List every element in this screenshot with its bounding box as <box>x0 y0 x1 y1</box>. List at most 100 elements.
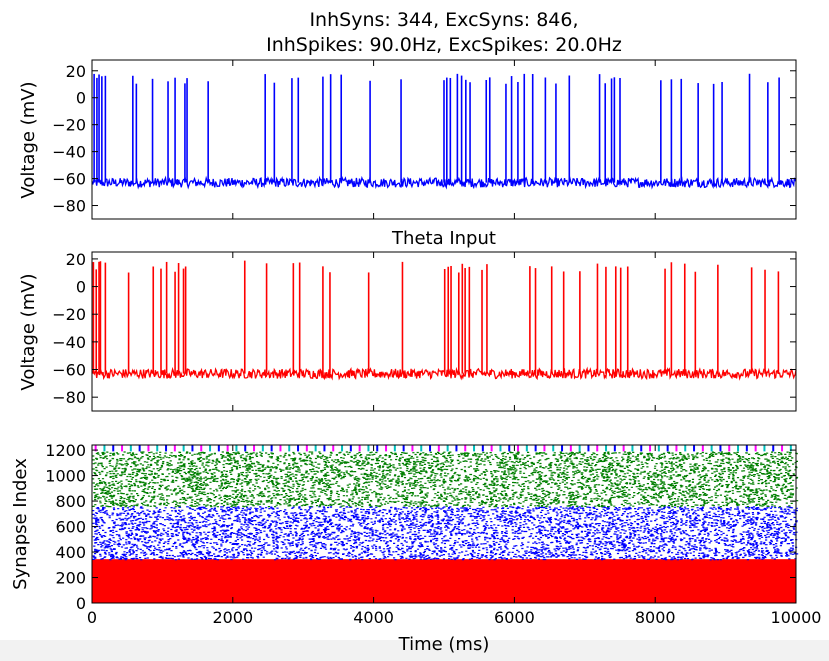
raster-tick <box>121 445 124 452</box>
panel-raster: 0 200 400 600 800 1000 1200 0 2000 4000 6000 8000 10… <box>10 441 821 655</box>
p1-data-layer <box>91 73 797 190</box>
p1-ticks: 20 0 −20 −40 −60 −80 <box>52 60 797 219</box>
raster-tick <box>543 445 546 452</box>
raster-tick <box>437 445 440 452</box>
raster-tick <box>517 445 520 452</box>
raster-tick <box>103 445 106 452</box>
raster-tick <box>349 445 352 452</box>
p3-data-layer <box>92 445 799 603</box>
raster-tick <box>165 445 168 452</box>
raster-tick <box>649 445 652 452</box>
raster-tick <box>578 445 581 452</box>
raster-tick <box>710 445 713 452</box>
raster-tick <box>701 445 704 452</box>
raster-tick <box>209 445 212 452</box>
y-tick-label: 600 <box>55 518 86 537</box>
raster-tick <box>402 445 405 452</box>
y-tick-label: 20 <box>66 250 86 269</box>
x-tick-label: 8000 <box>635 608 676 627</box>
voltage-trace <box>91 175 797 190</box>
p3-axes-frame <box>91 444 797 604</box>
raster-tick <box>596 445 599 452</box>
raster-tick <box>411 445 414 452</box>
raster-tick <box>455 445 458 452</box>
raster-tick <box>534 445 537 452</box>
raster-series-exc <box>92 506 799 561</box>
p2-data-layer <box>91 260 797 381</box>
y-tick-label: −20 <box>52 116 86 135</box>
raster-series-exc <box>92 451 799 508</box>
raster-tick <box>112 445 115 452</box>
raster-tick <box>789 445 792 452</box>
raster-tick <box>525 445 528 452</box>
raster-tick <box>737 445 740 452</box>
raster-tick <box>279 445 282 452</box>
x-tick-label: 2000 <box>212 608 253 627</box>
y-tick-label: −60 <box>52 361 86 380</box>
raster-tick <box>781 445 784 452</box>
panel-red-voltage: Theta Input 20 0 −20 −40 −60 −80 Voltage (mV) <box>18 228 797 412</box>
p1-axes-frame <box>91 59 797 220</box>
raster-tick <box>393 445 396 452</box>
raster-points <box>92 451 799 508</box>
raster-tick <box>640 445 643 452</box>
raster-tick <box>235 445 238 452</box>
y-tick-label: 0 <box>76 278 86 297</box>
raster-tick <box>684 445 687 452</box>
raster-tick <box>772 445 775 452</box>
p3-ticks: 0 200 400 600 800 1000 1200 0 2000 4000 6000 8000 10… <box>45 441 821 627</box>
raster-tick <box>270 445 273 452</box>
raster-tick <box>622 445 625 452</box>
x-tick-label: 0 <box>87 608 97 627</box>
raster-tick <box>376 445 379 452</box>
p2-title: Theta Input <box>391 228 496 249</box>
figure-title-line2: InhSpikes: 90.0Hz, ExcSpikes: 20.0Hz <box>266 34 622 56</box>
y-tick-label: 800 <box>55 492 86 511</box>
raster-tick <box>314 445 317 452</box>
raster-points <box>92 506 799 561</box>
raster-tick <box>420 445 423 452</box>
raster-tick <box>332 445 335 452</box>
x-tick-label: 10000 <box>771 608 822 627</box>
y-tick-label: 200 <box>55 569 86 588</box>
raster-tick <box>323 445 326 452</box>
raster-tick <box>464 445 467 452</box>
p1-ylabel: Voltage (mV) <box>18 81 39 198</box>
y-tick-label: 1200 <box>45 441 86 460</box>
raster-tick <box>613 445 616 452</box>
raster-tick <box>693 445 696 452</box>
y-tick-label: 400 <box>55 543 86 562</box>
y-tick-label: −80 <box>52 388 86 407</box>
raster-series-inh <box>92 559 796 603</box>
raster-tick <box>728 445 731 452</box>
raster-tick <box>305 445 308 452</box>
y-tick-label: 1000 <box>45 467 86 486</box>
raster-tick <box>297 445 300 452</box>
raster-tick <box>605 445 608 452</box>
raster-series-periodic <box>94 445 792 452</box>
raster-tick <box>253 445 256 452</box>
raster-tick <box>288 445 291 452</box>
raster-tick <box>341 445 344 452</box>
raster-tick <box>173 445 176 452</box>
raster-tick <box>147 445 150 452</box>
y-tick-label: −60 <box>52 170 86 189</box>
raster-tick <box>358 445 361 452</box>
p2-ticks: 20 0 −20 −40 −60 −80 <box>52 250 797 411</box>
raster-tick <box>429 445 432 452</box>
raster-tick <box>138 445 141 452</box>
raster-tick <box>481 445 484 452</box>
raster-tick <box>631 445 634 452</box>
y-tick-label: −40 <box>52 143 86 162</box>
raster-tick <box>657 445 660 452</box>
raster-tick <box>587 445 590 452</box>
raster-tick <box>508 445 511 452</box>
bottom-strip <box>0 640 829 661</box>
panel-blue-voltage: 20 0 −20 −40 −60 −80 Voltage (mV) <box>18 59 797 220</box>
y-tick-label: 20 <box>66 62 86 81</box>
raster-tick <box>675 445 678 452</box>
raster-tick <box>763 445 766 452</box>
raster-tick <box>754 445 757 452</box>
raster-tick <box>719 445 722 452</box>
